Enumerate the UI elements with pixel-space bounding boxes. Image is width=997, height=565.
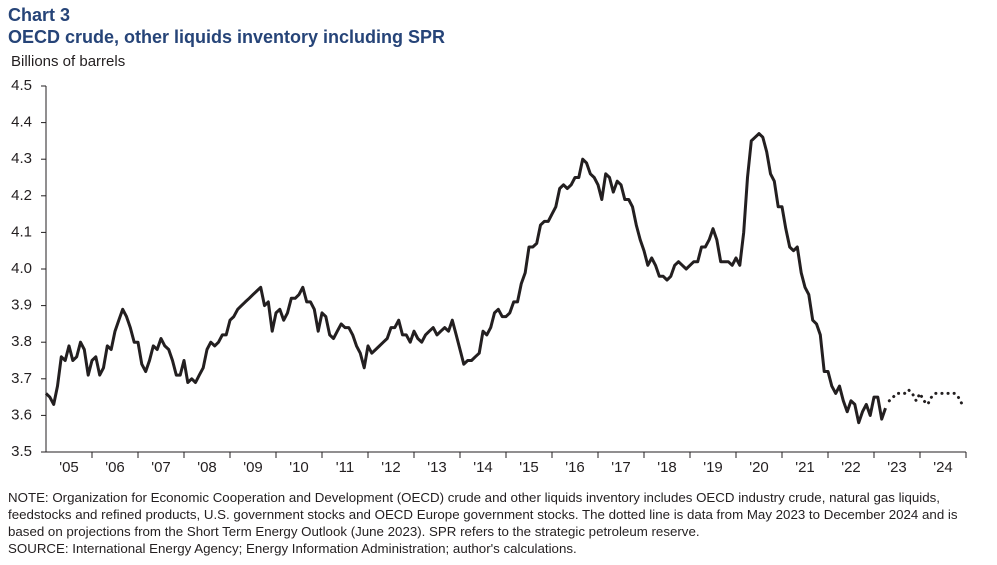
x-tick-label: '21 [795,459,815,476]
x-tick-label: '10 [289,459,309,476]
y-tick-label: 4.2 [11,187,32,204]
x-tick-label: '08 [197,459,217,476]
x-tick-label: '06 [105,459,125,476]
y-tick-label: 4.3 [11,150,32,167]
x-tick-label: '18 [657,459,677,476]
y-tick-label: 3.8 [11,333,32,350]
x-tick-label: '16 [565,459,585,476]
data-line [44,132,887,425]
data-line [887,388,964,406]
y-tick-label: 3.6 [11,406,32,423]
y-tick-label: 4.4 [11,114,32,131]
note: NOTE: Organization for Economic Cooperat… [8,490,958,539]
chart-title: OECD crude, other liquids inventory incl… [8,27,446,47]
y-tick-label: 4.1 [11,223,32,240]
x-tick-label: '07 [151,459,171,476]
x-tick-label: '20 [749,459,769,476]
y-tick-label: 3.9 [11,297,32,314]
x-tick-label: '13 [427,459,447,476]
y-tick-label: 3.5 [11,443,32,460]
x-tick-label: '12 [381,459,401,476]
x-tick-label: '24 [933,459,953,476]
y-tick-label: 3.7 [11,370,32,387]
x-tick-label: '17 [611,459,631,476]
source: SOURCE: International Energy Agency; Ene… [8,541,577,556]
x-tick-label: '14 [473,459,493,476]
x-tick-label: '05 [59,459,79,476]
y-tick-label: 4.0 [11,260,32,277]
y-tick-label: 4.5 [11,77,32,94]
chart-label: Chart 3 [8,5,71,25]
x-tick-label: '09 [243,459,263,476]
x-tick-label: '11 [336,459,354,476]
x-tick-label: '15 [519,459,539,476]
y-axis-label: Billions of barrels [11,53,126,70]
x-tick-label: '23 [887,459,907,476]
x-tick-label: '19 [703,459,723,476]
x-tick-label: '22 [841,459,861,476]
